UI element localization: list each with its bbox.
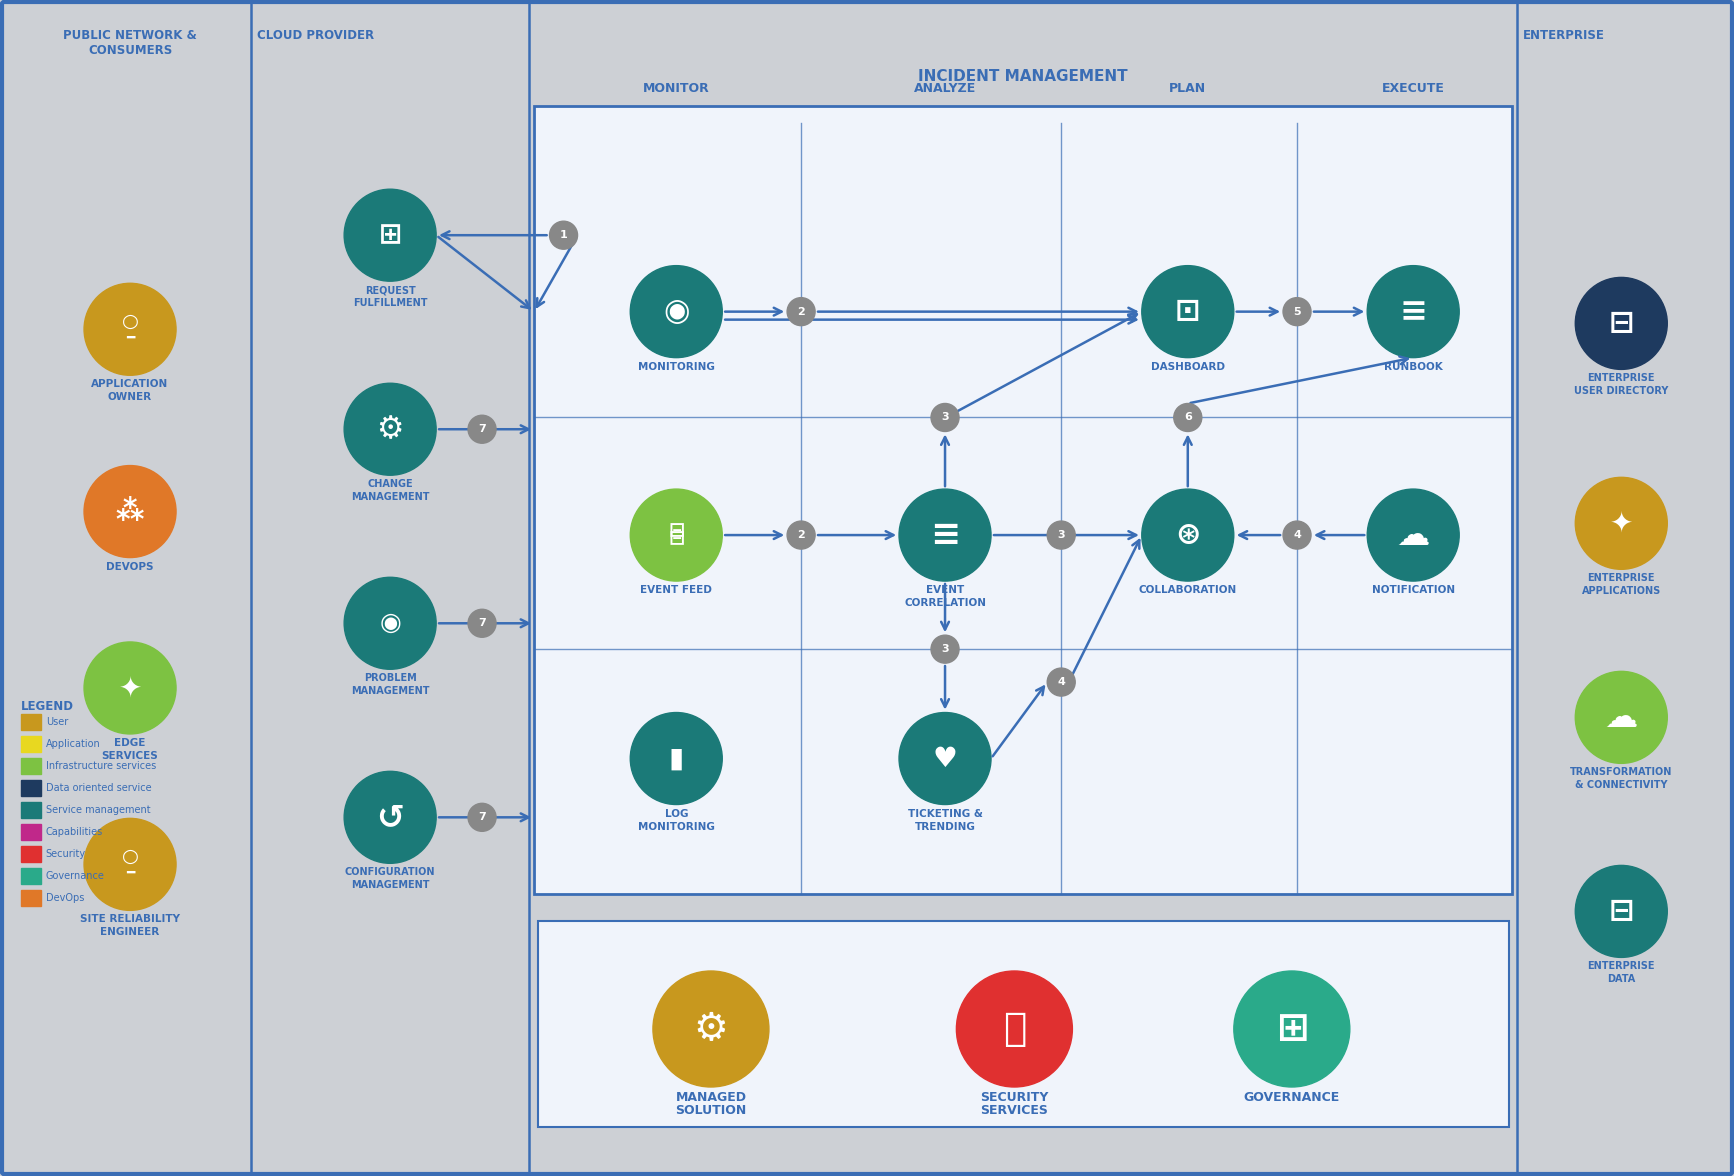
Text: SOLUTION: SOLUTION [675,1104,747,1117]
Text: ✦: ✦ [1609,509,1633,537]
Text: 2: 2 [798,307,805,316]
Circle shape [1235,971,1349,1087]
Text: ☁: ☁ [1604,701,1639,734]
Bar [21,846,42,862]
Text: MANAGEMENT: MANAGEMENT [350,687,430,696]
Text: ♥: ♥ [933,744,957,773]
Text: Security: Security [45,849,87,858]
Circle shape [629,266,723,358]
Text: 1: 1 [560,230,567,240]
Text: 3: 3 [942,644,948,654]
Circle shape [629,489,723,581]
Bar [21,757,42,774]
Text: USER DIRECTORY: USER DIRECTORY [1574,387,1668,396]
Bar [21,714,42,730]
Text: COLLABORATION: COLLABORATION [1139,586,1236,595]
Circle shape [629,713,723,804]
Text: 5: 5 [1294,307,1300,316]
Text: ENTERPRISE: ENTERPRISE [1588,962,1654,971]
Text: CLOUD PROVIDER: CLOUD PROVIDER [257,29,375,42]
Text: LEGEND: LEGEND [21,700,75,713]
Circle shape [83,466,177,557]
Text: CORRELATION: CORRELATION [903,599,987,608]
Circle shape [343,771,437,863]
Text: PLAN: PLAN [1169,81,1207,95]
Text: ENTERPRISE: ENTERPRISE [1588,374,1654,383]
Text: DEVOPS: DEVOPS [106,562,154,572]
Text: EDGE: EDGE [114,739,146,748]
Text: EVENT: EVENT [926,586,964,595]
Circle shape [343,189,437,281]
Text: Governance: Governance [45,870,104,881]
Text: GOVERNANCE: GOVERNANCE [1243,1091,1340,1104]
Text: ━: ━ [127,866,134,880]
Text: ⁂: ⁂ [116,497,144,526]
Text: 7: 7 [479,425,486,434]
Text: ⊟: ⊟ [1609,897,1633,926]
Text: DATA: DATA [1607,975,1635,984]
Text: ⚙: ⚙ [694,1010,728,1048]
Text: ↺: ↺ [376,801,404,834]
Text: INCIDENT MANAGEMENT: INCIDENT MANAGEMENT [919,69,1127,83]
Circle shape [931,635,959,663]
Circle shape [468,415,496,443]
Circle shape [1141,489,1235,581]
Text: APPLICATIONS: APPLICATIONS [1581,587,1661,596]
Circle shape [83,642,177,734]
Bar [21,736,42,751]
Circle shape [343,383,437,475]
Circle shape [1047,668,1075,696]
Circle shape [83,283,177,375]
Text: REQUEST: REQUEST [364,286,416,295]
Bar [21,780,42,796]
Text: Service management: Service management [45,804,151,815]
Text: 7: 7 [479,813,486,822]
Text: LOG: LOG [664,809,688,818]
Circle shape [931,403,959,432]
Text: MONITORING: MONITORING [638,362,714,372]
Text: ⊞: ⊞ [1276,1010,1307,1048]
Bar [21,868,42,883]
Text: ⊟: ⊟ [668,529,685,548]
Text: ⊟: ⊟ [668,522,685,541]
Bar [21,823,42,840]
Text: ⊟: ⊟ [1609,309,1633,338]
Text: MANAGEMENT: MANAGEMENT [350,881,430,890]
Text: APPLICATION: APPLICATION [92,380,168,389]
Text: NOTIFICATION: NOTIFICATION [1372,586,1455,595]
Circle shape [1283,521,1311,549]
Text: & CONNECTIVITY: & CONNECTIVITY [1574,781,1668,790]
Circle shape [1574,477,1668,569]
Text: PROBLEM: PROBLEM [364,674,416,683]
Circle shape [957,971,1072,1087]
Text: EXECUTE: EXECUTE [1382,81,1444,95]
Text: SITE RELIABILITY: SITE RELIABILITY [80,915,180,924]
Text: 3: 3 [1058,530,1065,540]
Bar [21,890,42,906]
Text: TRENDING: TRENDING [914,822,976,831]
Text: ━: ━ [127,330,134,345]
Text: 3: 3 [942,413,948,422]
Circle shape [654,971,768,1087]
Text: Capabilities: Capabilities [45,827,102,836]
Text: ○: ○ [121,847,139,866]
Text: MONITORING: MONITORING [638,822,714,831]
Text: Application: Application [45,739,101,749]
Text: SERVICES: SERVICES [980,1104,1049,1117]
Text: Infrastructure services: Infrastructure services [45,761,156,770]
Circle shape [1574,671,1668,763]
Text: ≡: ≡ [929,519,961,552]
Circle shape [343,577,437,669]
Text: MONITOR: MONITOR [643,81,709,95]
Circle shape [787,521,815,549]
Text: SECURITY: SECURITY [980,1091,1049,1104]
Circle shape [1366,266,1460,358]
Text: TICKETING &: TICKETING & [907,809,983,818]
Circle shape [1047,521,1075,549]
Text: 6: 6 [1184,413,1191,422]
FancyBboxPatch shape [538,921,1509,1127]
Circle shape [468,803,496,831]
Text: FULFILLMENT: FULFILLMENT [354,299,427,308]
Text: ≡: ≡ [1399,295,1427,328]
